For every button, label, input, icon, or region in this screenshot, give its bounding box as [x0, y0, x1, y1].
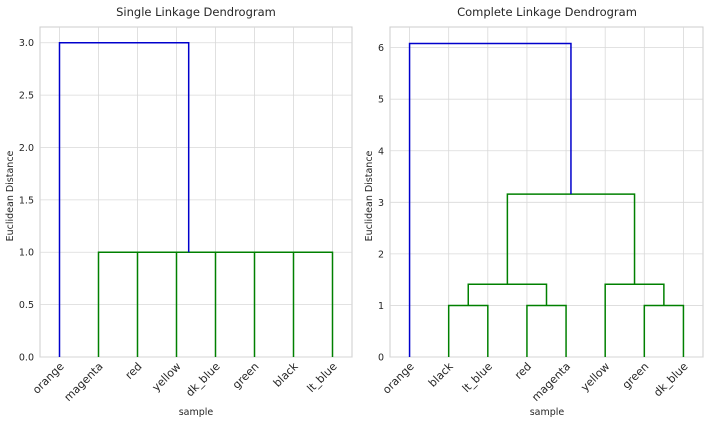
y-tick-label: 2.5 [19, 91, 34, 102]
leaf-label-dk-blue: dk_blue [651, 360, 691, 400]
y-tick-label: 2.0 [19, 143, 34, 154]
y-tick-label: 2 [378, 249, 384, 260]
leaf-label-yellow: yellow [150, 360, 184, 394]
complete-linkage-panel: Complete Linkage Dendrogram Euclidean Di… [364, 5, 704, 418]
y-tick-label: 1 [378, 301, 384, 312]
leaf-label-lt-blue: lt_blue [460, 360, 495, 395]
leaf-label-black: black [426, 359, 456, 389]
y-tick-label: 1.5 [19, 195, 34, 206]
y-tick-label: 3.0 [19, 38, 34, 49]
y-tick-label: 5 [378, 95, 384, 106]
single-linkage-panel: Single Linkage Dendrogram Euclidean Dist… [5, 5, 353, 418]
leaf-label-green: green [230, 360, 262, 392]
y-tick-label: 0.0 [19, 353, 34, 364]
leaf-label-yellow: yellow [578, 360, 612, 394]
leaf-label-red: red [512, 360, 534, 382]
chart-title: Single Linkage Dendrogram [116, 5, 276, 19]
x-axis-label: sample [530, 407, 565, 418]
dendrogram-link [526, 304, 567, 357]
leaf-label-orange: orange [380, 360, 417, 397]
leaf-label-magenta: magenta [62, 360, 106, 404]
y-tick-label: 3 [378, 198, 384, 209]
leaf-label-green: green [620, 360, 652, 392]
dendrogram-link [408, 42, 572, 357]
plot-area [39, 26, 353, 358]
leaf-label-dk-blue: dk_blue [183, 360, 223, 400]
y-tick-label: 1.0 [19, 248, 34, 259]
dendrogram-link [643, 304, 685, 357]
leaf-label-magenta: magenta [529, 360, 573, 404]
leaf-label-black: black [271, 359, 301, 389]
chart-title: Complete Linkage Dendrogram [457, 5, 637, 19]
y-axis-label: Euclidean Distance [364, 150, 375, 241]
y-tick-label: 0 [378, 353, 384, 364]
plot-area [389, 26, 704, 358]
leaf-label-lt-blue: lt_blue [305, 360, 340, 395]
y-tick-label: 4 [378, 146, 384, 157]
y-tick-label: 6 [378, 43, 384, 54]
y-axis-label: Euclidean Distance [5, 150, 16, 241]
dendrogram-link [58, 41, 190, 357]
x-axis-label: sample [179, 407, 214, 418]
leaf-label-orange: orange [30, 360, 67, 397]
dendrogram-link [604, 283, 665, 357]
dendrogram-link [467, 283, 548, 306]
leaf-label-red: red [123, 360, 145, 382]
dendrogram-link [447, 304, 489, 357]
y-tick-label: 0.5 [19, 300, 34, 311]
dendrogram-link [506, 193, 636, 285]
